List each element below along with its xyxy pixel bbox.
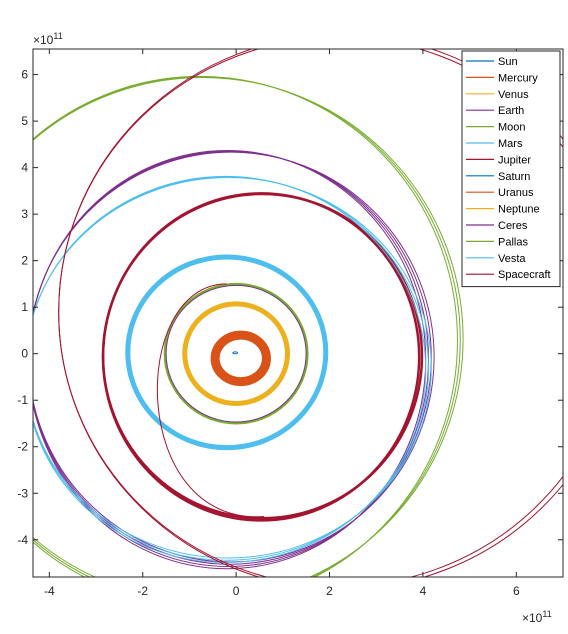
series-mars-orbit bbox=[125, 254, 329, 451]
y-multiplier-label: ×1011 bbox=[33, 31, 63, 47]
legend-label: Saturn bbox=[498, 171, 530, 183]
orbit-line bbox=[33, 76, 461, 577]
legend-label: Venus bbox=[498, 89, 529, 101]
series-mercury-orbit bbox=[210, 330, 271, 387]
orbit-line bbox=[232, 351, 239, 355]
legend-label: Earth bbox=[498, 105, 524, 117]
legend-label: Vesta bbox=[498, 253, 526, 265]
legend-entry: Saturn bbox=[466, 171, 530, 183]
y-tick-label: 5 bbox=[21, 114, 28, 128]
x-multiplier-label: ×1011 bbox=[522, 609, 552, 625]
y-tick-label: -4 bbox=[17, 533, 28, 547]
series-jupiter-orbit bbox=[101, 192, 424, 522]
spacecraft-trajectory bbox=[156, 283, 265, 518]
legend-label: Spacecraft bbox=[498, 269, 551, 281]
orbit-line bbox=[33, 177, 432, 559]
legend-label: Jupiter bbox=[498, 154, 531, 166]
legend-entry: Pallas bbox=[466, 236, 528, 248]
y-tick-label: 2 bbox=[21, 254, 28, 268]
x-tick-label: 6 bbox=[513, 584, 520, 598]
orbit-line bbox=[101, 192, 424, 520]
series-venus-orbit bbox=[182, 301, 290, 406]
legend-entry: Ceres bbox=[466, 220, 528, 232]
legend: Sun Mercury Venus Earth Moon Mars Jupiter Satur… bbox=[461, 50, 561, 288]
legend-box bbox=[461, 50, 561, 288]
legend-entry: Sun bbox=[466, 56, 518, 68]
orbit-line bbox=[125, 254, 329, 451]
legend-entry: Mars bbox=[466, 138, 523, 150]
legend-entry: Mercury bbox=[466, 72, 538, 84]
y-tick-label: -1 bbox=[17, 393, 28, 407]
y-tick-label: 3 bbox=[21, 207, 28, 221]
legend-label: Ceres bbox=[498, 220, 528, 232]
orbit-layer bbox=[33, 49, 563, 577]
orbit-line bbox=[182, 301, 290, 406]
legend-entry: Spacecraft bbox=[466, 269, 551, 281]
orbit-line bbox=[33, 77, 464, 577]
y-tick-label: 0 bbox=[21, 347, 28, 361]
legend-label: Uranus bbox=[498, 187, 534, 199]
y-tick-label: 6 bbox=[21, 68, 28, 82]
legend-entry: Uranus bbox=[466, 187, 534, 199]
series-pallas-orbit bbox=[33, 75, 464, 577]
orbit-line bbox=[33, 75, 458, 577]
orbit-line bbox=[33, 176, 429, 561]
x-tick-label: 2 bbox=[326, 584, 333, 598]
outer-orbit-arc bbox=[58, 49, 563, 577]
x-tick-label: 0 bbox=[233, 584, 240, 598]
legend-label: Mars bbox=[498, 138, 523, 150]
legend-label: Moon bbox=[498, 122, 526, 134]
legend-entry: Neptune bbox=[466, 204, 540, 216]
legend-entry: Venus bbox=[466, 89, 529, 101]
series-moon-orbit bbox=[163, 282, 309, 425]
legend-entry: Earth bbox=[466, 105, 524, 117]
legend-label: Sun bbox=[498, 56, 518, 68]
x-tick-label: -4 bbox=[44, 584, 55, 598]
y-tick-label: -3 bbox=[17, 486, 28, 500]
y-tick-label: 4 bbox=[21, 161, 28, 175]
legend-entry: Moon bbox=[466, 122, 526, 134]
x-tick-label: -2 bbox=[137, 584, 148, 598]
y-tick-label: 1 bbox=[21, 300, 28, 314]
y-tick-label: -2 bbox=[17, 440, 28, 454]
legend-entry: Jupiter bbox=[466, 154, 531, 166]
series-sun-orbit bbox=[232, 351, 239, 355]
legend-label: Mercury bbox=[498, 72, 538, 84]
x-tick-label: 4 bbox=[420, 584, 427, 598]
orbit-line bbox=[210, 330, 271, 387]
legend-entry: Vesta bbox=[466, 253, 526, 265]
plot-frame bbox=[32, 48, 564, 578]
orbit-line bbox=[163, 282, 309, 425]
legend-label: Pallas bbox=[498, 236, 528, 248]
legend-label: Neptune bbox=[498, 204, 540, 216]
